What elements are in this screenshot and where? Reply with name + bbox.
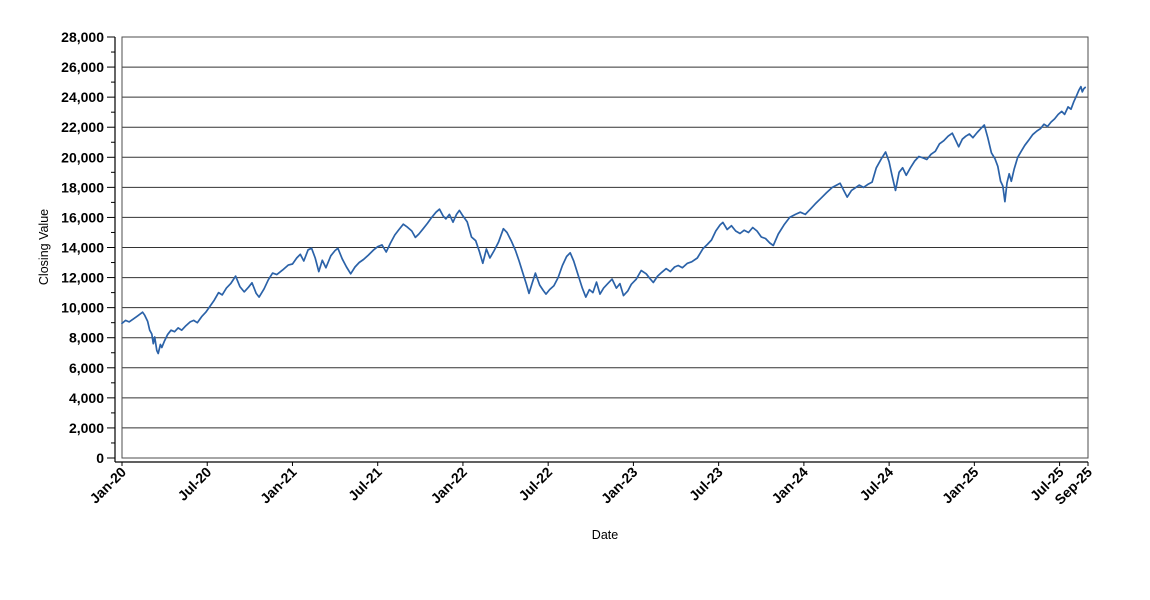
y-tick-label: 18,000	[61, 179, 104, 195]
x-tick-label: Jan-25	[939, 464, 982, 507]
x-tick-label: Jan-24	[768, 464, 811, 507]
series-line	[121, 85, 1087, 355]
tick-labels: 0 2,000 4,000 6,000 8,000 10,000 12,000 14,000 1…	[61, 29, 1095, 508]
y-tick-label: 8,000	[69, 330, 104, 346]
y-tick-label: 26,000	[61, 59, 104, 75]
y-tick-label: 28,000	[61, 29, 104, 45]
y-tick-label: 24,000	[61, 89, 104, 105]
y-tick-label: 22,000	[61, 119, 104, 135]
plot-frame	[121, 36, 1089, 459]
x-tick-label: Jan-22	[427, 464, 470, 507]
x-tick-label: Jul-21	[345, 464, 385, 504]
y-tick-label: 10,000	[61, 300, 104, 316]
x-tick-label: Jul-22	[515, 464, 555, 504]
x-tick-label: Jan-20	[86, 464, 129, 507]
x-axis-title: Date	[592, 528, 618, 542]
axes	[107, 36, 1089, 466]
x-tick-label: Jul-20	[174, 464, 214, 504]
y-tick-label: 0	[96, 450, 104, 466]
y-tick-label: 20,000	[61, 149, 104, 165]
y-tick-label: 12,000	[61, 270, 104, 286]
gridlines	[121, 36, 1089, 459]
series	[121, 85, 1087, 355]
x-tick-label: Jul-23	[686, 464, 726, 504]
y-tick-label: 14,000	[61, 240, 104, 256]
x-tick-label: Jul-24	[856, 464, 896, 504]
y-tick-label: 4,000	[69, 390, 104, 406]
y-axis-title: Closing Value	[37, 209, 51, 285]
y-tick-label: 2,000	[69, 420, 104, 436]
x-tick-label: Jan-21	[257, 464, 300, 507]
y-tick-label: 6,000	[69, 360, 104, 376]
x-tick-label: Jan-23	[598, 464, 641, 507]
y-tick-label: 16,000	[61, 209, 104, 225]
